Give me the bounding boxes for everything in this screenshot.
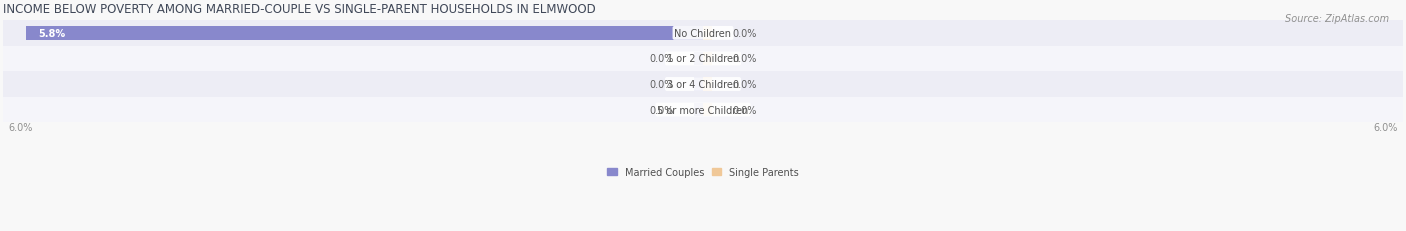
Text: 0.0%: 0.0% — [650, 80, 673, 90]
Bar — [3, 21, 1403, 46]
Text: 5 or more Children: 5 or more Children — [658, 105, 748, 115]
Bar — [693, 103, 703, 117]
Legend: Married Couples, Single Parents: Married Couples, Single Parents — [603, 163, 803, 181]
Bar — [703, 53, 713, 66]
Bar — [703, 78, 713, 91]
Text: 6.0%: 6.0% — [1374, 123, 1398, 133]
Text: 5.8%: 5.8% — [38, 29, 65, 39]
Text: 3 or 4 Children: 3 or 4 Children — [666, 80, 740, 90]
Text: 0.0%: 0.0% — [650, 105, 673, 115]
Bar — [3, 97, 1403, 123]
Bar — [703, 103, 713, 117]
Text: 0.0%: 0.0% — [733, 80, 756, 90]
Bar — [693, 78, 703, 91]
Bar — [3, 46, 1403, 72]
Text: No Children: No Children — [675, 29, 731, 39]
Text: 0.0%: 0.0% — [733, 105, 756, 115]
Text: INCOME BELOW POVERTY AMONG MARRIED-COUPLE VS SINGLE-PARENT HOUSEHOLDS IN ELMWOOD: INCOME BELOW POVERTY AMONG MARRIED-COUPL… — [3, 3, 596, 16]
Bar — [703, 27, 713, 40]
Bar — [27, 27, 703, 40]
Text: 0.0%: 0.0% — [650, 54, 673, 64]
Text: Source: ZipAtlas.com: Source: ZipAtlas.com — [1285, 14, 1389, 24]
Bar — [693, 53, 703, 66]
Text: 0.0%: 0.0% — [733, 54, 756, 64]
Text: 1 or 2 Children: 1 or 2 Children — [666, 54, 740, 64]
Bar — [3, 72, 1403, 97]
Text: 6.0%: 6.0% — [8, 123, 32, 133]
Text: 0.0%: 0.0% — [733, 29, 756, 39]
